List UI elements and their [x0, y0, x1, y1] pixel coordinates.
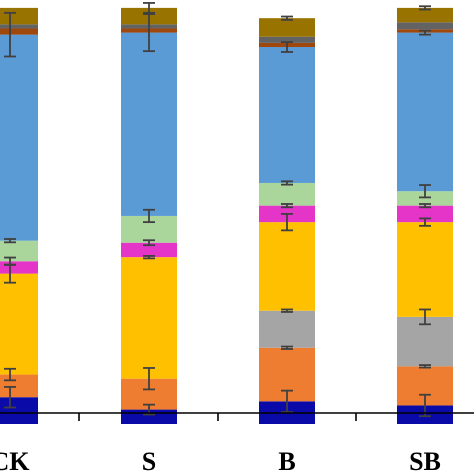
error-bar-s-3 — [143, 255, 155, 260]
bar-segment-ck-1 — [0, 374, 38, 398]
x-tick-label-b: B — [278, 447, 295, 474]
bar-segment-s-6 — [121, 32, 177, 216]
error-bar-ck-1 — [4, 367, 16, 382]
error-bar-b-5 — [281, 180, 293, 186]
bar-segment-b-9 — [259, 18, 315, 37]
bar-segment-sb-5 — [397, 191, 453, 206]
error-bar-ck-4 — [4, 256, 16, 266]
bar-segment-b-2 — [259, 310, 315, 348]
error-bar-b-9 — [281, 15, 293, 21]
bar-segment-ck-8 — [0, 24, 38, 29]
error-bar-s-9 — [143, 2, 155, 14]
error-bar-s-5 — [143, 208, 155, 224]
bar-segment-b-3 — [259, 222, 315, 311]
error-bar-sb-6 — [419, 29, 431, 36]
error-bar-s-6 — [143, 13, 155, 53]
bar-segment-ck-6 — [0, 34, 38, 241]
bar-segment-b-6 — [259, 47, 315, 183]
bar-segment-ck-0 — [0, 397, 38, 424]
error-bar-ck-0 — [4, 386, 16, 409]
error-bar-sb-5 — [419, 184, 431, 199]
x-axis-labels: CKSBSB — [0, 447, 441, 474]
bar-segment-sb-9 — [397, 7, 453, 23]
error-bar-b-2 — [281, 308, 293, 313]
error-bar-b-4 — [281, 203, 293, 209]
x-axis-ticks — [78, 413, 357, 421]
error-bar-ck-5 — [4, 238, 16, 244]
error-bar-b-6 — [281, 41, 293, 53]
error-bar-sb-4 — [419, 203, 431, 209]
bar-segment-sb-4 — [397, 205, 453, 223]
error-bar-sb-9 — [419, 5, 431, 11]
bar-segment-ck-7 — [0, 28, 38, 35]
bar-segment-ck-4 — [0, 261, 38, 274]
error-bar-s-1 — [143, 367, 155, 391]
bar-segment-b-5 — [259, 182, 315, 206]
error-bar-s-4 — [143, 239, 155, 247]
x-tick-label-ck: CK — [0, 447, 30, 474]
error-bar-sb-2 — [419, 308, 431, 326]
bar-segment-ck-3 — [0, 273, 38, 375]
x-tick-label-sb: SB — [409, 447, 441, 474]
bar-segment-ck-5 — [0, 240, 38, 262]
error-bars-layer — [4, 2, 431, 418]
error-bar-b-0 — [281, 389, 293, 413]
bar-segment-sb-3 — [397, 222, 453, 317]
bar-segment-s-3 — [121, 257, 177, 379]
error-bar-sb-1 — [419, 364, 431, 369]
bar-segment-sb-6 — [397, 32, 453, 192]
bar-segment-b-8 — [259, 36, 315, 43]
error-bar-ck-6 — [4, 11, 16, 58]
error-bar-b-3 — [281, 212, 293, 232]
bar-segment-s-4 — [121, 242, 177, 258]
bar-segment-sb-8 — [397, 22, 453, 30]
bars-layer — [0, 7, 453, 424]
bar-segment-ck-9 — [0, 7, 38, 25]
error-bar-b-1 — [281, 345, 293, 350]
error-bar-sb-3 — [419, 217, 431, 227]
x-tick-label-s: S — [142, 447, 156, 474]
